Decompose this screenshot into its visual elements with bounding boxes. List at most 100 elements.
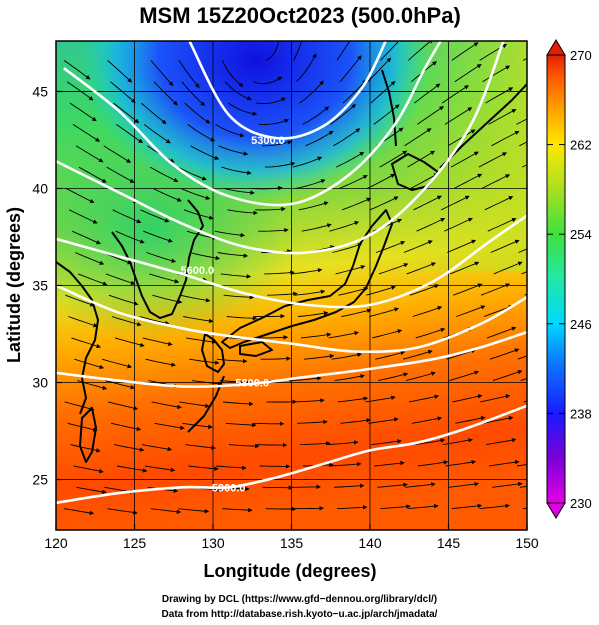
streamline [64,401,95,411]
streamline [69,209,98,224]
contour-5700 [56,284,527,354]
streamline [296,53,317,83]
streamline [302,106,330,125]
streamline [294,398,325,403]
streamline [182,422,213,429]
streamline [69,102,97,122]
streamline [329,221,360,232]
streamline [334,374,365,382]
streamline [78,166,107,183]
streamline [331,352,362,360]
streamline [143,230,173,243]
streamline [410,173,439,189]
y-tick-label: 25 [32,472,48,488]
streamline [447,239,477,253]
shikoku-coast [239,341,273,357]
streamline [372,329,403,339]
streamline [111,422,142,432]
streamline [489,459,520,467]
streamline [107,508,138,515]
streamline [478,152,507,168]
streamline [218,145,249,156]
streamline [333,483,365,488]
credit-data: Data from http://database.rish.kyoto−u.a… [161,609,438,620]
streamline [106,166,135,183]
streamline [66,81,94,101]
streamline [187,124,216,142]
y-axis-label: Latitude (degrees) [4,207,24,363]
streamline [107,401,139,411]
x-tick-label: 125 [123,535,147,551]
streamline [63,508,95,516]
streamline [407,150,436,168]
colorbar-tick-label: 254 [570,227,592,242]
streamline [482,65,511,83]
streamline [330,104,356,125]
streamline [408,503,439,510]
streamline [455,415,486,424]
streamline [179,401,210,409]
streamline [103,145,132,163]
streamline [294,289,326,296]
streamline [116,124,144,144]
streamline [406,262,436,275]
colorbar-tick-label: 246 [570,317,592,332]
streamline [114,444,145,452]
streamline [297,419,328,425]
streamline [254,313,286,319]
streamline [453,173,483,189]
streamline [224,188,255,195]
streamline [374,460,405,467]
streamline [293,506,324,511]
streamline [215,124,245,138]
streamline [290,484,321,490]
streamline [486,326,517,339]
streamline [409,284,440,296]
contour-5500 [56,41,505,255]
streamline [328,331,359,339]
streamline [368,417,399,424]
streamline [492,481,523,488]
streamline [447,129,476,147]
streamline [450,261,480,275]
streamline [223,294,255,300]
streamline [141,102,167,125]
streamline [479,503,510,510]
streamline [375,241,406,253]
streamline [178,508,210,514]
sakhalin-coast [381,69,397,147]
streamline [76,486,107,495]
streamline [189,358,220,365]
colorbar-tick-label: 230 [570,496,592,511]
contour-5900 [56,404,527,505]
streamline [378,263,409,275]
streamline [300,441,331,446]
streamline [448,481,480,488]
streamline [114,337,145,348]
streamline [257,335,289,340]
streamline [369,196,399,211]
streamline [180,188,211,200]
streamline [342,197,372,211]
streamline [413,195,442,211]
streamline [366,285,396,296]
streamline [214,230,246,238]
streamline [221,60,244,87]
x-axis: 120 125 130 135 140 145 150 [44,524,539,551]
streamline [115,230,145,244]
streamline [481,174,511,189]
streamline [375,350,406,360]
streamline [342,79,367,104]
streamline [491,130,520,147]
streamline [150,508,182,514]
streamline [339,55,362,82]
streamline [260,356,291,361]
colorbar-top-arrow [546,39,566,56]
streamline [68,316,98,328]
streamline [291,376,322,382]
streamline [226,315,258,321]
streamline [518,248,527,253]
streamline [373,104,400,125]
y-tick-label: 45 [32,83,48,99]
streamline [516,464,527,467]
